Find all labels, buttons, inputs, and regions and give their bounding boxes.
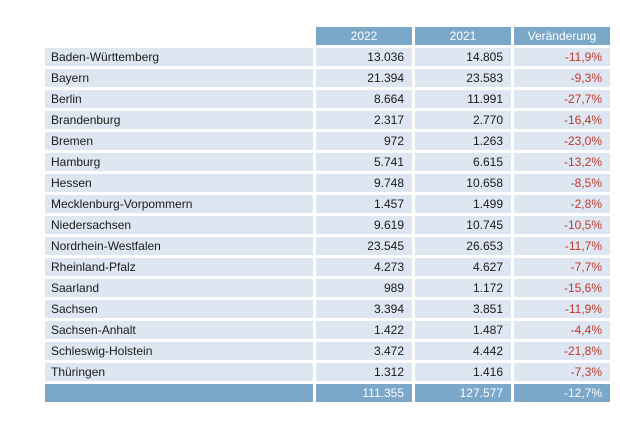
- state-name: Thüringen: [45, 363, 313, 381]
- state-name: Berlin: [45, 90, 313, 108]
- change-value: -8,5%: [514, 174, 610, 192]
- value-2022: 21.394: [316, 69, 412, 87]
- table-row: Sachsen 3.394 3.851 -11,9%: [45, 300, 610, 318]
- value-2021: 1.499: [415, 195, 511, 213]
- state-name: Niedersachsen: [45, 216, 313, 234]
- total-change: -12,7%: [514, 384, 610, 402]
- total-2022: 111.355: [316, 384, 412, 402]
- change-value: -9,3%: [514, 69, 610, 87]
- change-value: -7,3%: [514, 363, 610, 381]
- value-2021: 14.805: [415, 48, 511, 66]
- state-comparison-table: 2022 2021 Veränderung Baden-Württemberg …: [42, 24, 613, 405]
- value-2022: 2.317: [316, 111, 412, 129]
- state-name: Hamburg: [45, 153, 313, 171]
- value-2021: 4.442: [415, 342, 511, 360]
- value-2021: 2.770: [415, 111, 511, 129]
- table-row: Nordrhein-Westfalen 23.545 26.653 -11,7%: [45, 237, 610, 255]
- state-name: Brandenburg: [45, 111, 313, 129]
- state-name: Sachsen-Anhalt: [45, 321, 313, 339]
- change-value: -16,4%: [514, 111, 610, 129]
- value-2022: 1.457: [316, 195, 412, 213]
- value-2022: 3.394: [316, 300, 412, 318]
- change-value: -11,7%: [514, 237, 610, 255]
- table-row: Saarland 989 1.172 -15,6%: [45, 279, 610, 297]
- change-value: -10,5%: [514, 216, 610, 234]
- value-2022: 23.545: [316, 237, 412, 255]
- table-row: Mecklenburg-Vorpommern 1.457 1.499 -2,8%: [45, 195, 610, 213]
- change-value: -11,9%: [514, 48, 610, 66]
- table-row: Niedersachsen 9.619 10.745 -10,5%: [45, 216, 610, 234]
- total-label-cell: [45, 384, 313, 402]
- value-2022: 3.472: [316, 342, 412, 360]
- value-2021: 26.653: [415, 237, 511, 255]
- table-row: Sachsen-Anhalt 1.422 1.487 -4,4%: [45, 321, 610, 339]
- value-2022: 4.273: [316, 258, 412, 276]
- header-2021: 2021: [415, 27, 511, 45]
- value-2021: 10.658: [415, 174, 511, 192]
- table-row: Berlin 8.664 11.991 -27,7%: [45, 90, 610, 108]
- change-value: -11,9%: [514, 300, 610, 318]
- table-row: Bremen 972 1.263 -23,0%: [45, 132, 610, 150]
- value-2022: 1.312: [316, 363, 412, 381]
- table-row: Rheinland-Pfalz 4.273 4.627 -7,7%: [45, 258, 610, 276]
- value-2021: 4.627: [415, 258, 511, 276]
- value-2022: 5.741: [316, 153, 412, 171]
- state-name: Sachsen: [45, 300, 313, 318]
- header-row: 2022 2021 Veränderung: [45, 27, 610, 45]
- value-2021: 1.487: [415, 321, 511, 339]
- value-2022: 972: [316, 132, 412, 150]
- value-2022: 9.748: [316, 174, 412, 192]
- value-2022: 1.422: [316, 321, 412, 339]
- state-name: Nordrhein-Westfalen: [45, 237, 313, 255]
- change-value: -21,8%: [514, 342, 610, 360]
- header-change: Veränderung: [514, 27, 610, 45]
- value-2022: 8.664: [316, 90, 412, 108]
- table-row: Bayern 21.394 23.583 -9,3%: [45, 69, 610, 87]
- header-blank-cell: [45, 27, 313, 45]
- value-2021: 3.851: [415, 300, 511, 318]
- table-row: Hamburg 5.741 6.615 -13,2%: [45, 153, 610, 171]
- value-2021: 1.263: [415, 132, 511, 150]
- total-row: 111.355 127.577 -12,7%: [45, 384, 610, 402]
- value-2021: 10.745: [415, 216, 511, 234]
- state-name: Baden-Württemberg: [45, 48, 313, 66]
- change-value: -2,8%: [514, 195, 610, 213]
- value-2021: 11.991: [415, 90, 511, 108]
- state-name: Saarland: [45, 279, 313, 297]
- value-2021: 1.416: [415, 363, 511, 381]
- state-name: Hessen: [45, 174, 313, 192]
- change-value: -27,7%: [514, 90, 610, 108]
- change-value: -23,0%: [514, 132, 610, 150]
- value-2022: 989: [316, 279, 412, 297]
- state-name: Schleswig-Holstein: [45, 342, 313, 360]
- state-name: Bremen: [45, 132, 313, 150]
- change-value: -7,7%: [514, 258, 610, 276]
- table-row: Brandenburg 2.317 2.770 -16,4%: [45, 111, 610, 129]
- change-value: -4,4%: [514, 321, 610, 339]
- value-2021: 23.583: [415, 69, 511, 87]
- value-2021: 6.615: [415, 153, 511, 171]
- header-2022: 2022: [316, 27, 412, 45]
- state-name: Rheinland-Pfalz: [45, 258, 313, 276]
- table-row: Baden-Württemberg 13.036 14.805 -11,9%: [45, 48, 610, 66]
- table-row: Thüringen 1.312 1.416 -7,3%: [45, 363, 610, 381]
- change-value: -15,6%: [514, 279, 610, 297]
- state-name: Mecklenburg-Vorpommern: [45, 195, 313, 213]
- change-value: -13,2%: [514, 153, 610, 171]
- table-row: Schleswig-Holstein 3.472 4.442 -21,8%: [45, 342, 610, 360]
- value-2021: 1.172: [415, 279, 511, 297]
- value-2022: 9.619: [316, 216, 412, 234]
- state-name: Bayern: [45, 69, 313, 87]
- value-2022: 13.036: [316, 48, 412, 66]
- total-2021: 127.577: [415, 384, 511, 402]
- table-row: Hessen 9.748 10.658 -8,5%: [45, 174, 610, 192]
